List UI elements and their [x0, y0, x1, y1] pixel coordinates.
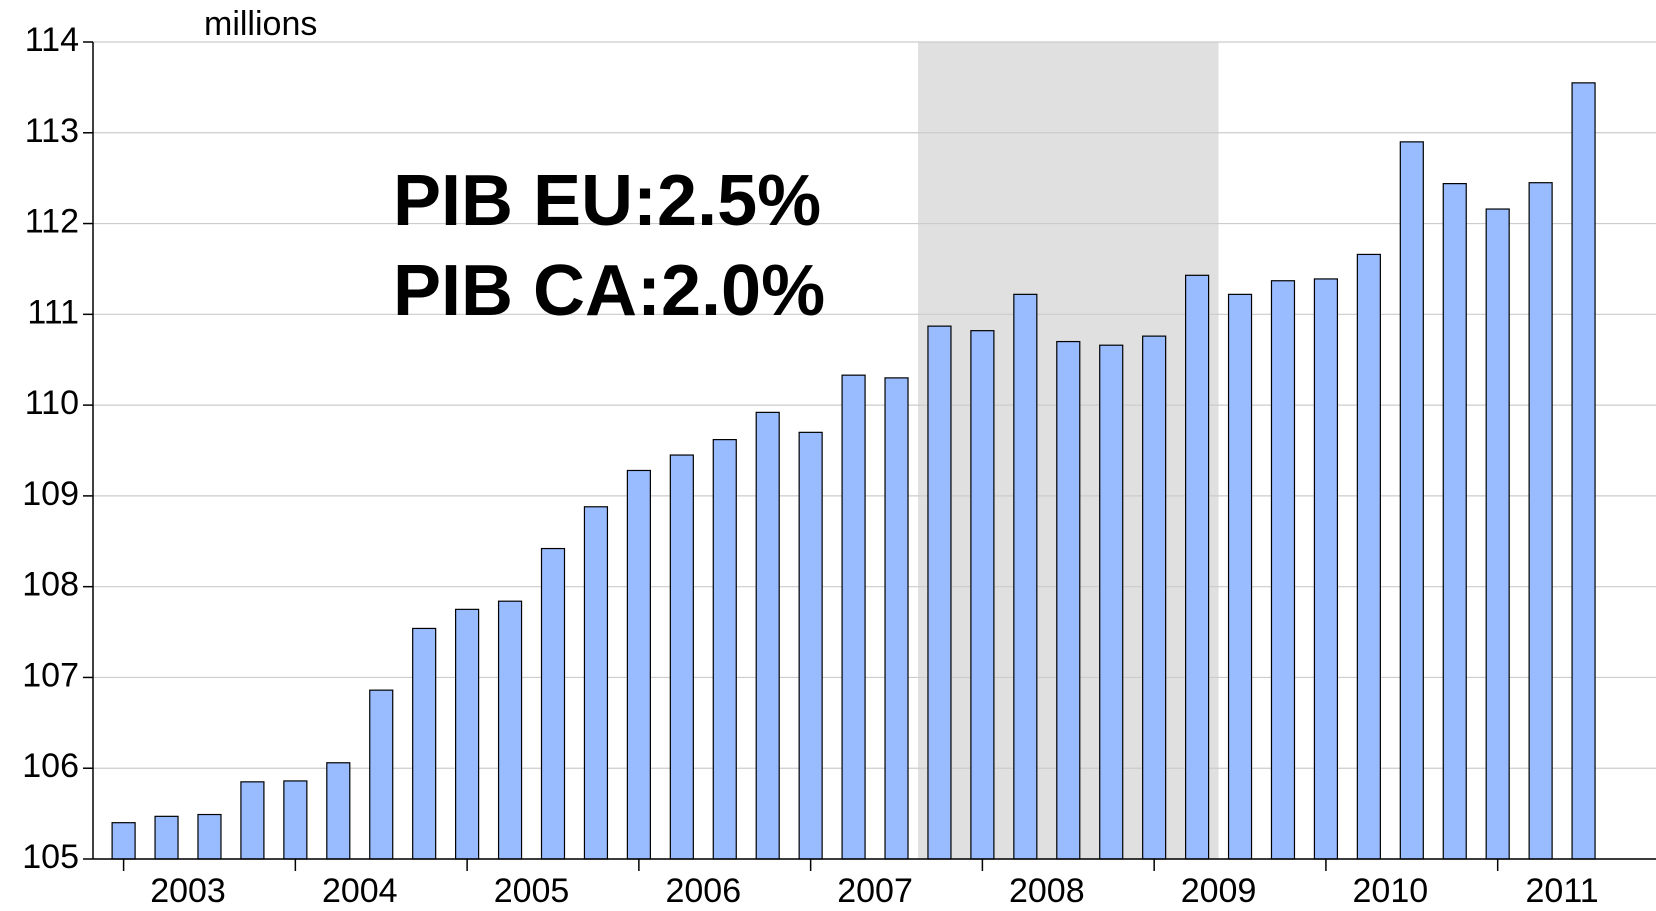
foreground-layer: 105 106 107 108 109 110 111 112 113 114 2003 2004 20… [22, 21, 1656, 910]
bar [755, 411, 780, 860]
bar [154, 815, 179, 860]
y-tick-label: 111 [27, 293, 79, 331]
x-tick-label: 2006 [665, 872, 741, 910]
bar [497, 600, 523, 860]
y-tick-label: 107 [22, 656, 79, 694]
x-tick-label: 2009 [1181, 872, 1257, 910]
bar [111, 822, 136, 860]
bar [1442, 183, 1467, 860]
x-tick-label: 2011 [1526, 872, 1599, 910]
y-tick-label: 109 [22, 475, 79, 513]
bar [1270, 280, 1296, 860]
bar [669, 454, 694, 860]
bar [1399, 141, 1424, 860]
bar [626, 469, 651, 860]
bar [240, 781, 265, 860]
annotation: PIB CA:2.0% [393, 251, 825, 331]
y-tick-label: 110 [25, 384, 79, 422]
y-tick-label: 112 [25, 203, 79, 241]
y-tick-label: 106 [22, 747, 79, 785]
x-tick-label: 2007 [837, 872, 913, 910]
bar [927, 325, 952, 860]
bar [1528, 182, 1553, 860]
unit-label: millions [204, 5, 317, 43]
y-tick-label: 114 [25, 21, 79, 59]
bar [540, 547, 566, 860]
bar [798, 431, 823, 860]
bar [1356, 253, 1381, 860]
y-tick-label: 113 [25, 112, 79, 150]
bar [1142, 335, 1167, 860]
bar [412, 627, 437, 860]
bar [1184, 274, 1210, 860]
bar [1571, 82, 1596, 860]
bar [1013, 293, 1038, 860]
bar [1227, 293, 1253, 860]
x-tick-label: 2003 [150, 872, 226, 910]
bar [1099, 344, 1124, 860]
y-tick-label: 105 [22, 838, 79, 876]
bar [455, 608, 480, 860]
y-tick-label: 108 [22, 566, 79, 604]
bar [841, 374, 866, 860]
bar [197, 813, 222, 860]
bar [1485, 208, 1510, 860]
bar [1056, 340, 1081, 860]
bar [1313, 278, 1339, 860]
bar [583, 506, 609, 860]
bar [712, 439, 737, 860]
bar [326, 762, 351, 860]
bar [970, 330, 995, 860]
x-tick-label: 2008 [1009, 872, 1085, 910]
bar [369, 689, 394, 860]
x-tick-label: 2010 [1353, 872, 1429, 910]
x-tick-label: 2004 [322, 872, 398, 910]
annotation: PIB EU:2.5% [393, 161, 821, 241]
bar [884, 377, 909, 860]
x-tick-label: 2005 [494, 872, 570, 910]
bar [283, 780, 308, 860]
